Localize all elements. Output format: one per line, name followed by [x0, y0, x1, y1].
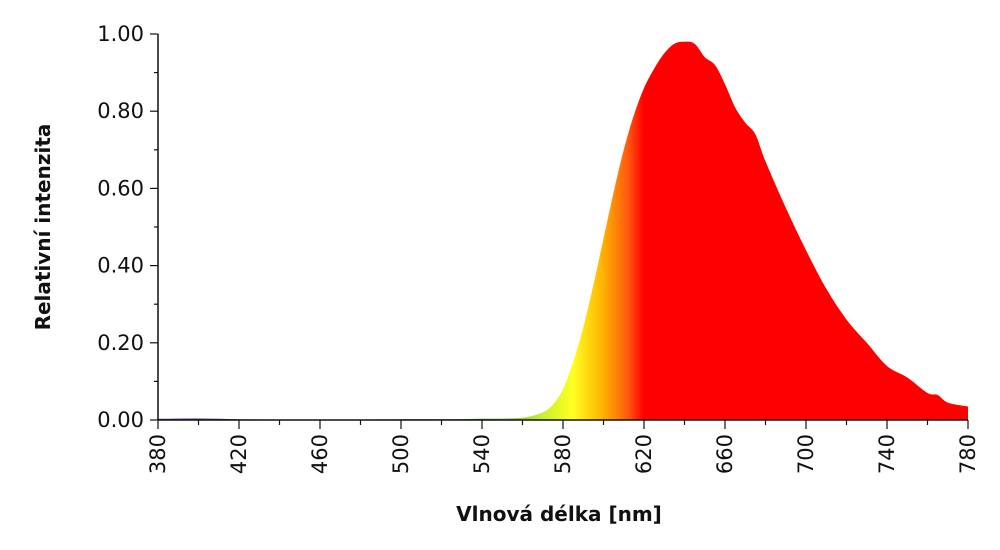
- x-tick-label: 460: [308, 434, 332, 474]
- y-tick-label: 0.20: [97, 331, 144, 355]
- y-tick-label: 0.60: [97, 176, 144, 200]
- spectrum-area: [158, 41, 968, 420]
- x-tick-label: 700: [794, 434, 818, 474]
- y-tick-label: 1.00: [97, 22, 144, 46]
- y-tick-label: 0.80: [97, 99, 144, 123]
- x-tick-label: 500: [389, 434, 413, 474]
- x-axis-title: Vlnová délka [nm]: [456, 502, 662, 526]
- y-tick-label: 0.00: [97, 408, 144, 432]
- x-tick-label: 540: [470, 434, 494, 474]
- x-tick-label: 420: [227, 434, 251, 474]
- x-tick-label: 580: [551, 434, 575, 474]
- y-tick-label: 0.40: [97, 254, 144, 278]
- plot-area: [158, 41, 968, 420]
- x-tick-label: 780: [956, 434, 980, 474]
- x-tick-label: 660: [713, 434, 737, 474]
- x-tick-label: 740: [875, 434, 899, 474]
- x-tick-label: 620: [632, 434, 656, 474]
- x-tick-label: 380: [146, 434, 170, 474]
- y-axis-title: Relativní intenzita: [31, 124, 55, 331]
- x-axis-ticks: 380 420 460 500 540 580 620 660 700 740 780: [146, 420, 980, 474]
- y-axis-ticks: 0.00 0.20 0.40 0.60 0.80 1.00: [97, 22, 158, 432]
